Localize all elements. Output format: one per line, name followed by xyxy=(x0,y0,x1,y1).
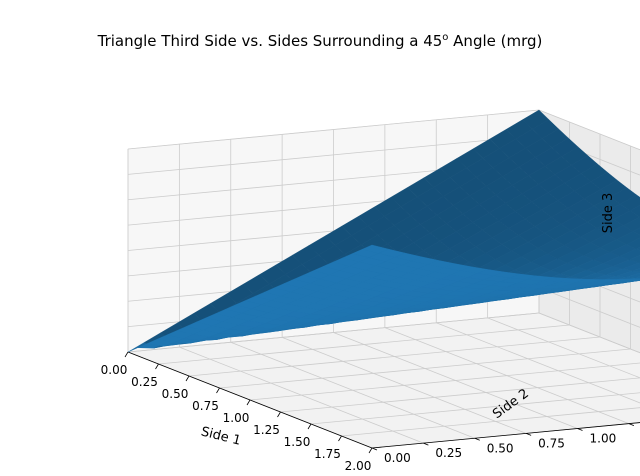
y-tick-mark xyxy=(577,428,583,431)
x-tick-label: 1.00 xyxy=(223,411,250,425)
x-tick-mark xyxy=(124,351,129,358)
x-tick-mark xyxy=(368,447,373,454)
x-axis-label: Side 1 xyxy=(199,424,242,448)
x-tick-mark xyxy=(246,399,251,406)
x-tick-mark xyxy=(216,387,220,394)
x-tick-label: 1.25 xyxy=(253,423,280,437)
surface-patch xyxy=(635,276,640,278)
z-axis-label: Side 3 xyxy=(601,193,616,234)
surface-patch xyxy=(635,246,640,251)
gridline-z-left xyxy=(127,109,540,150)
y-tick-mark xyxy=(423,442,429,446)
title-suffix: Angle (mrg) xyxy=(448,32,542,50)
x-tick-label: 0.50 xyxy=(162,387,189,401)
y-tick-mark xyxy=(474,437,480,441)
x-tick-label: 1.75 xyxy=(314,447,341,461)
x-tick-label: 2.00 xyxy=(345,459,372,473)
surface-patch xyxy=(625,278,640,282)
surface-plot xyxy=(127,109,640,353)
x-tick-label: 0.75 xyxy=(192,399,219,413)
y-tick-label: 0.00 xyxy=(384,451,411,465)
gridline-y-floor xyxy=(333,332,578,429)
surface-patch xyxy=(619,194,640,211)
surface-patch xyxy=(631,279,640,282)
x-tick-mark xyxy=(338,435,342,442)
surface-patch xyxy=(615,270,640,278)
tick-labels: 0.000.250.500.751.001.251.501.752.000.00… xyxy=(101,351,635,473)
x-tick-mark xyxy=(185,375,190,382)
surface-patch xyxy=(626,237,640,250)
surface-patch xyxy=(619,248,640,260)
gridline-z-left xyxy=(127,312,540,353)
y-tick-label: 0.50 xyxy=(487,441,514,455)
gridline-y-floor xyxy=(487,317,640,379)
x-tick-label: 0.25 xyxy=(131,375,158,389)
gridline-y-floor xyxy=(230,341,475,439)
y-tick-mark xyxy=(525,433,532,436)
surface-patch xyxy=(615,279,640,284)
surface-patch xyxy=(629,255,640,263)
x-tick-mark xyxy=(155,363,159,370)
x-tick-label: 1.50 xyxy=(284,435,311,449)
surface-patch xyxy=(625,272,640,278)
gridline-y-floor xyxy=(281,337,527,434)
title-superscript: o xyxy=(442,32,448,43)
gridline-y-floor xyxy=(179,346,424,444)
y-tick-mark xyxy=(628,423,635,426)
surface-patch xyxy=(622,262,640,272)
gridline-y-floor xyxy=(384,327,630,424)
gridline-z-back xyxy=(538,287,640,328)
x-tick-label: 0.00 xyxy=(101,363,128,377)
gridline-z-back xyxy=(538,312,640,354)
y-tick-label: 0.75 xyxy=(538,436,565,450)
y-tick-mark xyxy=(371,447,378,451)
y-tick-label: 1.00 xyxy=(590,432,617,446)
chart-title: Triangle Third Side vs. Sides Surroundin… xyxy=(97,32,543,50)
surface-patch xyxy=(616,231,640,245)
surface-patch xyxy=(632,268,640,273)
gridline-z-left xyxy=(127,134,540,175)
surface-patch xyxy=(629,205,640,218)
gridline-z-back xyxy=(538,109,640,151)
surface-patch xyxy=(623,216,640,232)
x-tick-mark xyxy=(307,423,312,430)
y-tick-label: 0.25 xyxy=(435,446,462,460)
x-tick-mark xyxy=(277,411,281,418)
